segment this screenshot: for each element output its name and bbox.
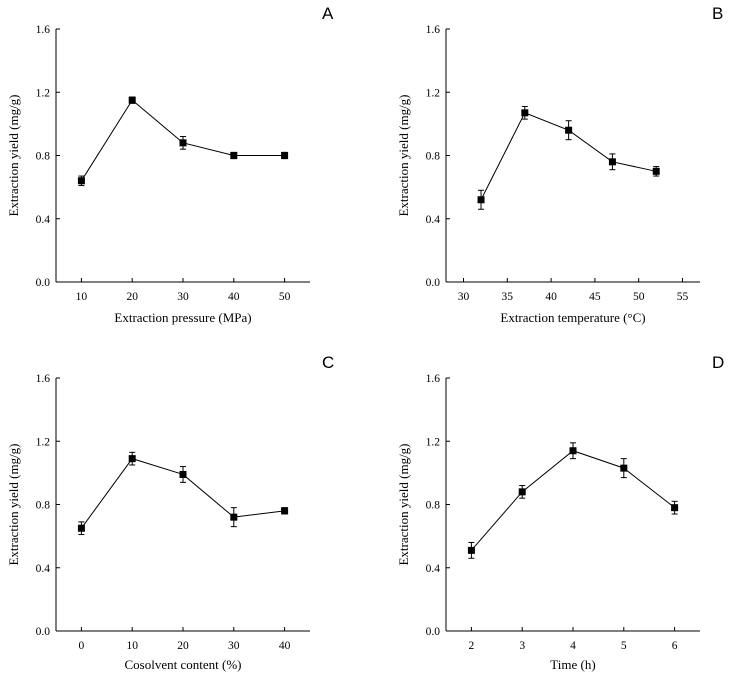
y-tick-label: 1.6 (426, 24, 441, 36)
x-axis-title: Extraction temperature (°C) (500, 310, 645, 325)
x-tick-label: 35 (502, 291, 514, 303)
x-tick-label: 20 (126, 291, 138, 303)
data-point (569, 447, 577, 455)
x-axis-title: Extraction pressure (MPa) (114, 310, 251, 325)
x-tick-label: 10 (126, 640, 138, 652)
x-tick-label: 0 (79, 640, 85, 652)
y-axis-title: Extraction yield (mg/g) (396, 94, 411, 216)
data-point (521, 109, 529, 117)
data-point (77, 524, 85, 532)
x-axis-title: Cosolvent content (%) (125, 657, 242, 672)
y-tick-label: 0.4 (426, 214, 441, 226)
y-tick-label: 1.2 (36, 436, 51, 448)
data-point (518, 488, 526, 496)
x-tick-label: 40 (228, 291, 240, 303)
data-point (281, 507, 289, 515)
chart-panel-b: 0.0 0.4 0.8 1.2 1.6 30 35 40 45 50 55 Extraction te… (396, 4, 723, 325)
y-tick-label: 0.4 (36, 563, 51, 575)
y-tick-label: 0.0 (36, 277, 51, 289)
y-tick-label: 0.0 (426, 626, 441, 638)
y-tick-label: 0.8 (36, 151, 51, 163)
x-tick-label: 20 (177, 640, 189, 652)
x-tick-label: 55 (677, 291, 689, 303)
y-tick-label: 0.8 (426, 151, 441, 163)
x-axis-title: Time (h) (550, 657, 595, 672)
y-tick-label: 0.0 (426, 277, 441, 289)
y-tick-label: 0.4 (36, 214, 51, 226)
y-axis-title: Extraction yield (mg/g) (6, 94, 21, 216)
data-point (230, 152, 238, 159)
chart-panel-a: 0.0 0.4 0.8 1.2 1.6 10 20 30 40 50 Extraction pres… (6, 4, 334, 325)
y-tick-label: 0.8 (426, 500, 441, 512)
x-tick-label: 6 (672, 640, 678, 652)
y-tick-label: 1.6 (426, 373, 441, 385)
panel-label-b: B (712, 4, 723, 23)
x-tick-label: 3 (519, 640, 525, 652)
y-tick-label: 0.4 (426, 563, 441, 575)
chart-panel-d: 0.0 0.4 0.8 1.2 1.6 2 3 4 5 6 Time (h) Extraction y… (396, 353, 724, 672)
data-point (652, 167, 660, 175)
data-point (179, 139, 187, 147)
x-tick-label: 40 (545, 291, 557, 303)
y-tick-label: 1.2 (426, 87, 441, 99)
data-point (565, 126, 573, 134)
y-tick-label: 1.2 (36, 87, 51, 99)
y-tick-label: 0.8 (36, 500, 51, 512)
y-tick-label: 1.2 (426, 436, 441, 448)
x-tick-label: 30 (458, 291, 470, 303)
data-point (467, 546, 475, 554)
x-tick-label: 10 (76, 291, 88, 303)
data-point (620, 464, 628, 472)
x-tick-label: 30 (228, 640, 240, 652)
data-point (671, 504, 679, 512)
data-point (608, 158, 616, 166)
panel-label-a: A (322, 4, 334, 23)
y-axis-title: Extraction yield (mg/g) (6, 443, 21, 565)
data-point (128, 96, 136, 104)
data-point (77, 177, 85, 185)
x-tick-label: 45 (589, 291, 601, 303)
series-line (471, 450, 675, 551)
x-tick-label: 5 (621, 640, 627, 652)
data-point (477, 196, 485, 204)
data-point (230, 513, 238, 521)
x-tick-label: 50 (633, 291, 645, 303)
data-point (281, 152, 289, 159)
y-axis-title: Extraction yield (mg/g) (396, 443, 411, 565)
y-tick-label: 0.0 (36, 626, 51, 638)
x-tick-label: 4 (570, 640, 576, 652)
data-point (128, 455, 136, 463)
panel-label-c: C (322, 353, 334, 372)
x-tick-label: 2 (469, 640, 475, 652)
data-point (179, 470, 187, 478)
y-tick-label: 1.6 (36, 24, 51, 36)
x-tick-label: 50 (279, 291, 291, 303)
chart-panel-c: 0.0 0.4 0.8 1.2 1.6 0 10 20 30 40 Cosolvent conten… (6, 353, 334, 672)
panel-label-d: D (712, 353, 724, 372)
x-tick-label: 30 (177, 291, 189, 303)
y-tick-label: 1.6 (36, 373, 51, 385)
x-tick-label: 40 (279, 640, 291, 652)
